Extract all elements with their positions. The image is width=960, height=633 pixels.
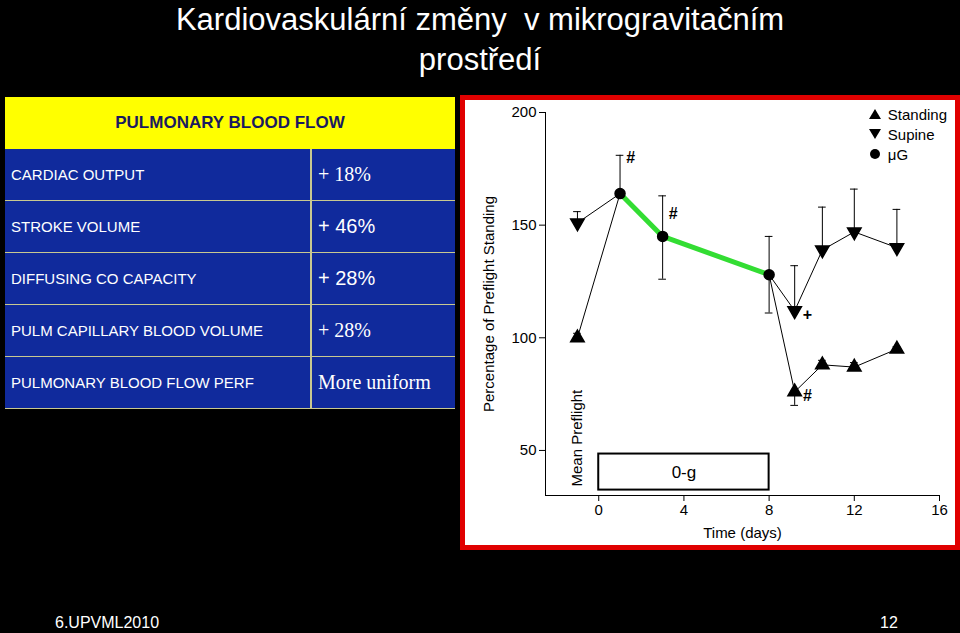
- svg-text:0: 0: [595, 501, 603, 518]
- html-text:+ 28%: + 28%: [318, 319, 371, 341]
- svg-text:200: 200: [511, 103, 536, 120]
- svg-text:+: +: [803, 306, 812, 323]
- html-text:+ 18%: + 18%: [318, 163, 371, 185]
- svg-text:150: 150: [511, 216, 536, 233]
- svg-text:16: 16: [931, 501, 948, 518]
- svg-text:8: 8: [765, 501, 773, 518]
- html-text:Standing: Standing: [887, 105, 947, 123]
- svg-text:0-g: 0-g: [672, 463, 697, 482]
- html-text:+ 28%: + 28%: [318, 267, 376, 289]
- svg-text:Percentage of Preflight Standi: Percentage of Preflight Standing: [480, 196, 497, 412]
- svg-text:#: #: [803, 387, 812, 404]
- html-text:More uniform: More uniform: [318, 371, 431, 393]
- svg-text:#: #: [626, 149, 635, 166]
- html-text:CARDIAC OUTPUT: CARDIAC OUTPUT: [11, 166, 145, 183]
- html-text:DIFFUSING CO CAPACITY: DIFFUSING CO CAPACITY: [11, 270, 197, 287]
- html-text:prostředí: prostředí: [418, 42, 542, 77]
- html-text:Supine: Supine: [887, 125, 935, 143]
- svg-text:Mean Preflight: Mean Preflight: [568, 389, 585, 487]
- svg-text:50: 50: [520, 441, 537, 458]
- svg-text:4: 4: [680, 501, 688, 518]
- html-text:Kardiovaskulární změny v mikro: Kardiovaskulární změny v mikrogravitační…: [175, 2, 785, 37]
- svg-text:12: 12: [846, 501, 863, 518]
- svg-text:#: #: [669, 205, 678, 222]
- html-text:+ 46%: + 46%: [318, 215, 376, 237]
- html-text:12: 12: [880, 614, 898, 631]
- html-text:μG: μG: [887, 145, 909, 163]
- html-text:PULM CAPILLARY BLOOD VOLUME: PULM CAPILLARY BLOOD VOLUME: [11, 322, 263, 339]
- html-text:PULMONARY BLOOD FLOW: PULMONARY BLOOD FLOW: [115, 113, 345, 132]
- svg-text:Time (days): Time (days): [703, 524, 782, 541]
- html-text:6.UPVML2010: 6.UPVML2010: [55, 614, 160, 631]
- svg-text:100: 100: [511, 329, 536, 346]
- html-text:PULMONARY BLOOD FLOW PERF: PULMONARY BLOOD FLOW PERF: [11, 374, 254, 391]
- html-text:STROKE VOLUME: STROKE VOLUME: [11, 218, 141, 235]
